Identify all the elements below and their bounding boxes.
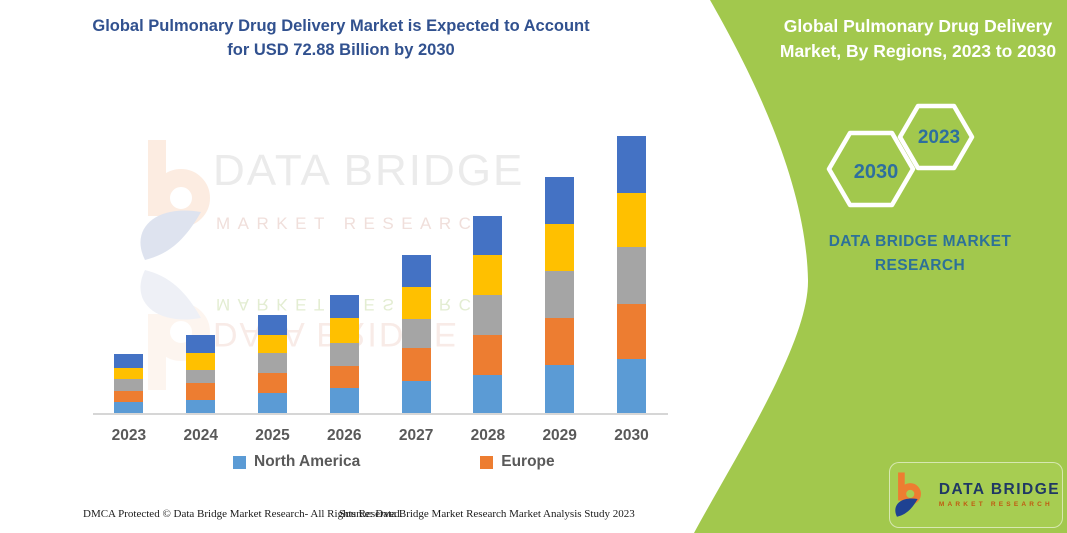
- bar-stack-2027: [401, 255, 431, 413]
- bar-segment-unlabeled-dark-blue-2027: [401, 255, 431, 287]
- legend-swatch-europe: [480, 455, 494, 469]
- side-panel-title-line1: Global Pulmonary Drug Delivery: [783, 16, 1053, 36]
- data-bridge-logo-icon: [895, 472, 921, 517]
- bar-stack-2024: [186, 335, 216, 413]
- side-panel-title-line2: Market, By Regions, 2023 to 2030: [779, 41, 1057, 61]
- bar-segment-unlabeled-dark-blue-2024: [186, 335, 216, 353]
- legend-label-north-america: North America: [254, 453, 361, 470]
- bar-segment-north-america-2024: [186, 400, 216, 413]
- bar-segment-north-america-2030: [616, 359, 646, 413]
- bar-stack-2025: [257, 315, 287, 413]
- x-axis-labels: 2023 2024 2025 2026 2027 2028 2029 2030: [93, 427, 668, 445]
- stacked-bar-plot: [93, 130, 668, 415]
- bar-segment-unlabeled-dark-blue-2025: [257, 315, 287, 335]
- bar-segment-unlabeled-yellow-2028: [473, 255, 503, 295]
- bar-segment-europe-2025: [257, 373, 287, 393]
- hexagons-graphic: [826, 103, 975, 208]
- bar-segment-unlabeled-yellow-2025: [257, 335, 287, 353]
- bar-segment-unlabeled-dark-blue-2026: [329, 295, 359, 318]
- bar-column-2024: [165, 130, 237, 413]
- green-side-panel-shape: [694, 0, 1067, 533]
- bar-stack-2023: [114, 354, 144, 413]
- logo-card-brand: DATA BRIDGE: [938, 480, 1061, 498]
- bar-segment-unlabeled-yellow-2027: [401, 287, 431, 319]
- x-axis-label-2030: 2030: [614, 427, 649, 444]
- bar-segment-unlabeled-dark-blue-2029: [545, 177, 575, 224]
- bar-segment-unlabeled-gray-2025: [257, 353, 287, 373]
- bar-stack-2028: [473, 216, 503, 413]
- bar-segment-unlabeled-yellow-2030: [616, 193, 646, 247]
- bar-segment-unlabeled-gray-2026: [329, 343, 359, 366]
- hexagon-2023-icon: [897, 103, 975, 171]
- bar-segment-europe-2027: [401, 348, 431, 381]
- bar-segment-north-america-2027: [401, 381, 431, 413]
- bar-segment-north-america-2029: [545, 365, 575, 413]
- footer-dmca-text: DMCA Protected © Data Bridge Market Rese…: [83, 508, 403, 520]
- bar-segment-europe-2030: [616, 304, 646, 359]
- bar-column-2027: [380, 130, 452, 413]
- bar-segment-unlabeled-yellow-2026: [329, 318, 359, 343]
- side-panel-brand-line2: RESEARCH: [874, 257, 966, 274]
- bar-segment-europe-2029: [545, 318, 575, 365]
- legend-item-north-america: North America: [233, 453, 360, 471]
- bar-segment-unlabeled-dark-blue-2023: [114, 354, 144, 368]
- chart-legend: North America Europe: [233, 453, 555, 471]
- bar-column-2023: [93, 130, 165, 413]
- bar-segment-europe-2024: [186, 383, 216, 400]
- side-panel-title: Global Pulmonary Drug Delivery Market, B…: [768, 14, 1067, 64]
- chart-title-line1: Global Pulmonary Drug Delivery Market is…: [92, 17, 590, 35]
- bar-segment-north-america-2025: [257, 393, 287, 413]
- bar-segment-unlabeled-dark-blue-2030: [616, 136, 646, 193]
- bar-stack-2030: [616, 136, 646, 413]
- bar-segment-unlabeled-gray-2028: [473, 295, 503, 335]
- footer-source-text: Source: Data Bridge Market Research Mark…: [339, 508, 635, 520]
- bar-segment-unlabeled-gray-2027: [401, 319, 431, 348]
- side-panel-brand-text: DATA BRIDGE MARKET RESEARCH: [790, 230, 1050, 278]
- bar-segment-unlabeled-gray-2030: [616, 247, 646, 304]
- bar-segment-unlabeled-gray-2023: [114, 379, 144, 391]
- x-axis-label-2026: 2026: [327, 427, 362, 444]
- bar-segment-unlabeled-gray-2024: [186, 370, 216, 383]
- bar-column-2029: [524, 130, 596, 413]
- logo-card-sub: MARKET RESEARCH: [938, 501, 1053, 508]
- side-panel-brand-line1: DATA BRIDGE MARKET: [828, 233, 1012, 250]
- bar-segment-europe-2023: [114, 391, 144, 402]
- bar-segment-unlabeled-gray-2029: [545, 271, 575, 318]
- bar-segment-north-america-2026: [329, 388, 359, 413]
- bar-segment-north-america-2028: [473, 375, 503, 413]
- legend-label-europe: Europe: [501, 453, 555, 470]
- bar-column-2028: [452, 130, 524, 413]
- legend-item-europe: Europe: [480, 453, 555, 471]
- x-axis-label-2023: 2023: [111, 427, 147, 444]
- logo-card-text: DATA BRIDGE MARKET RESEARCH: [938, 480, 1061, 509]
- x-axis-label-2027: 2027: [398, 427, 434, 444]
- bar-segment-europe-2026: [329, 366, 359, 388]
- hexagon-2030-label: 2030: [853, 161, 899, 183]
- bar-segment-unlabeled-yellow-2023: [114, 368, 144, 379]
- hexagon-2030-icon: [826, 130, 916, 208]
- x-axis-label-2029: 2029: [542, 427, 577, 444]
- bar-column-2025: [237, 130, 309, 413]
- bar-segment-unlabeled-yellow-2024: [186, 353, 216, 370]
- bar-segment-unlabeled-yellow-2029: [545, 224, 575, 271]
- bar-stack-2029: [545, 177, 575, 413]
- bar-segment-north-america-2023: [114, 402, 144, 413]
- legend-swatch-north-america: [233, 455, 246, 469]
- bar-column-2030: [596, 130, 668, 413]
- bar-segment-unlabeled-dark-blue-2028: [473, 216, 503, 255]
- bar-segment-europe-2028: [473, 335, 503, 375]
- data-bridge-logo-card: DATA BRIDGE MARKET RESEARCH: [889, 462, 1063, 528]
- chart-title-line2: for USD 72.88 Billion by 2030: [227, 41, 455, 59]
- hexagon-2023-label: 2023: [917, 127, 961, 148]
- bar-column-2026: [308, 130, 380, 413]
- x-axis-label-2028: 2028: [470, 427, 506, 444]
- chart-title: Global Pulmonary Drug Delivery Market is…: [0, 14, 682, 62]
- x-axis-label-2024: 2024: [183, 427, 218, 444]
- bar-stack-2026: [329, 295, 359, 413]
- x-axis-label-2025: 2025: [255, 427, 290, 444]
